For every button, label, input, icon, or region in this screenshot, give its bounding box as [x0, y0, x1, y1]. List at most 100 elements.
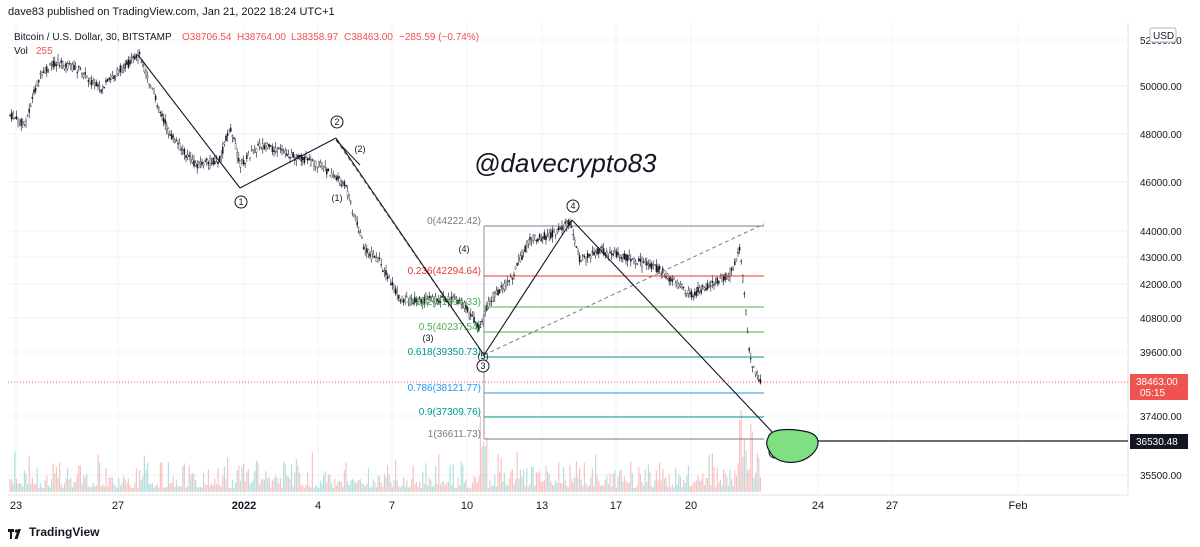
candle-body: [516, 262, 518, 266]
volume-bar: [78, 465, 80, 492]
candle-body: [642, 261, 645, 263]
candle-body: [220, 155, 222, 158]
candle-body: [737, 252, 739, 254]
candle-body: [495, 290, 498, 294]
volume-bar: [601, 484, 603, 492]
candle-body: [191, 159, 194, 163]
volume-bar: [583, 462, 585, 492]
volume-bar: [339, 480, 341, 492]
volume-bar: [161, 461, 163, 492]
candle-body: [68, 63, 70, 65]
candle-body: [754, 371, 757, 375]
candle-body: [334, 175, 336, 178]
tradingview-wordmark: TradingView: [29, 525, 100, 539]
volume-bar: [167, 462, 169, 492]
volume-bar: [587, 486, 589, 492]
candle-body: [225, 135, 227, 142]
candle-body: [26, 115, 29, 117]
volume-bar: [425, 463, 427, 492]
fib-level-label: 0.618(39350.73): [408, 347, 481, 358]
candle-body: [505, 282, 507, 286]
volume-bar: [153, 487, 155, 492]
volume-bar: [646, 481, 648, 492]
volume-bar: [708, 454, 710, 492]
wave-label: 3: [480, 361, 485, 371]
volume-bar: [438, 454, 440, 492]
volume-bar: [223, 466, 225, 492]
volume-bar: [699, 481, 701, 492]
candle-body: [641, 261, 643, 268]
price-tick-label: 39600.00: [1140, 348, 1182, 359]
candle-body: [759, 379, 762, 384]
volume-bar: [102, 484, 104, 492]
candle-body: [660, 273, 662, 275]
candle-body: [756, 372, 758, 376]
volume-bar: [84, 476, 86, 492]
volume-bar: [521, 476, 523, 492]
volume-bar: [548, 474, 550, 492]
volume-bar: [454, 487, 456, 492]
candle-body: [417, 302, 419, 304]
volume-bar: [671, 484, 673, 492]
candle-body: [644, 260, 646, 262]
candle-body: [66, 63, 69, 69]
volume-bar: [596, 474, 598, 492]
candle-body: [130, 57, 133, 59]
candle-body: [690, 291, 693, 298]
target-price-badge: [1130, 434, 1188, 449]
volume-bar: [644, 469, 646, 492]
candle-body: [345, 185, 347, 187]
volume-bar: [334, 478, 336, 492]
volume-bar: [713, 466, 715, 492]
volume-bar: [371, 486, 373, 492]
volume-bar: [411, 478, 413, 492]
candle-body: [620, 256, 622, 260]
volume-bar: [268, 476, 270, 492]
candle-body: [593, 252, 595, 256]
candle-body: [78, 66, 80, 68]
volume-bar: [695, 480, 697, 492]
candle-body: [90, 80, 93, 86]
candle-body: [454, 296, 456, 298]
candle-body: [732, 266, 734, 268]
volume-bar: [417, 486, 419, 492]
candle-body: [511, 277, 514, 280]
candle-body: [188, 155, 190, 157]
candle-body: [431, 296, 434, 302]
volume-bar: [564, 480, 566, 492]
volume-bar: [588, 485, 590, 492]
candle-body: [95, 82, 98, 87]
candle-body: [174, 139, 176, 144]
wave-label: 1: [238, 197, 243, 207]
volume-bar: [83, 475, 85, 492]
legend-open: O38706.54: [182, 32, 232, 43]
candle-body: [591, 251, 594, 253]
volume-bar: [219, 484, 221, 492]
candle-body: [273, 150, 275, 152]
candle-body: [172, 135, 174, 138]
volume-bar: [531, 467, 533, 492]
volume-bar: [433, 485, 435, 492]
volume-bar: [364, 486, 366, 492]
candle-body: [698, 287, 701, 292]
candle-body: [625, 254, 627, 261]
candle-body: [700, 289, 702, 294]
candle-body: [671, 279, 674, 282]
volume-bar: [340, 481, 342, 492]
candle-body: [543, 232, 546, 240]
volume-bar: [555, 480, 557, 492]
candle-body: [503, 283, 506, 290]
volume-bar: [15, 478, 17, 492]
candle-body: [164, 119, 166, 125]
candle-body: [313, 164, 315, 168]
candle-body: [681, 287, 683, 289]
candle-body: [284, 150, 286, 154]
candle-body: [180, 148, 182, 151]
volume-bar: [660, 480, 662, 492]
volume-bar: [553, 485, 555, 492]
candle-body: [110, 78, 112, 80]
candle-body: [751, 366, 754, 368]
candle-body: [311, 159, 314, 161]
candle-body: [494, 293, 496, 298]
